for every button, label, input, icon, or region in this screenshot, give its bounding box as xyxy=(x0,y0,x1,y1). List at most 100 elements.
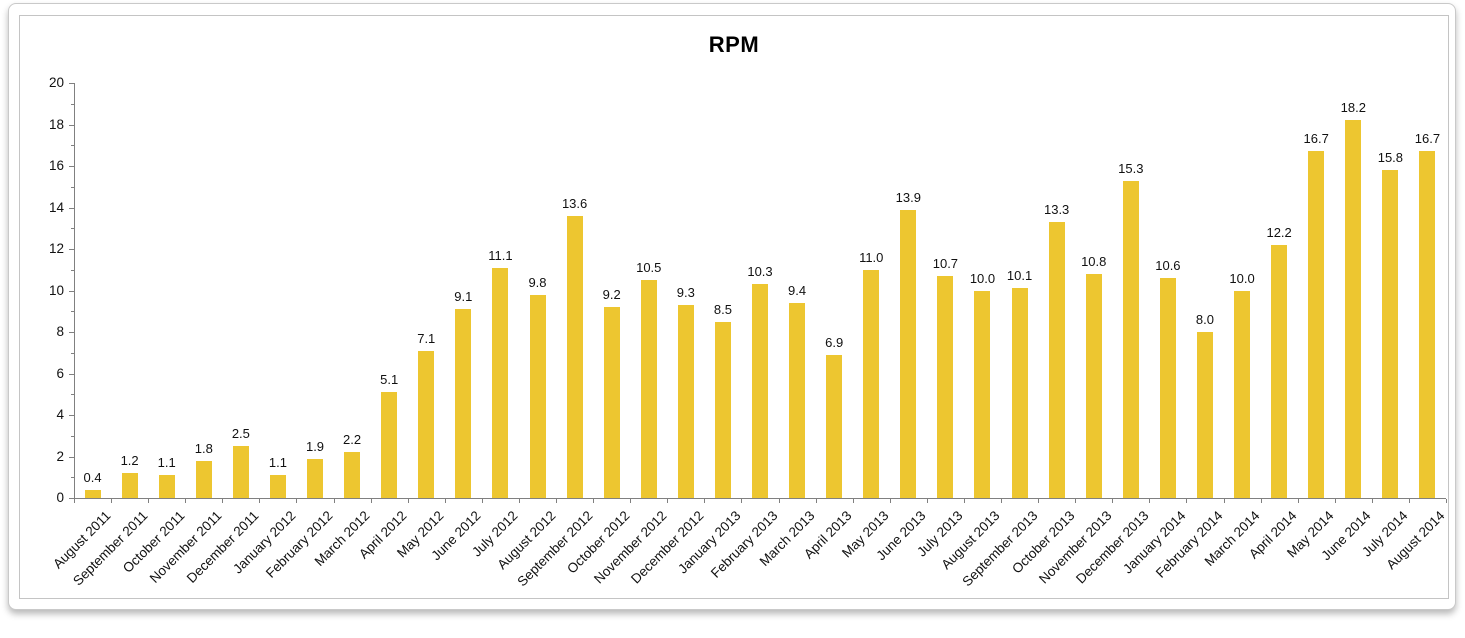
y-tick xyxy=(69,207,74,209)
bar xyxy=(1234,290,1251,498)
bar-value-label: 12.2 xyxy=(1266,224,1292,240)
x-tick xyxy=(1112,499,1114,503)
bar xyxy=(418,350,435,498)
bar xyxy=(566,215,583,498)
x-tick xyxy=(259,499,261,503)
y-tick xyxy=(71,394,74,396)
y-axis-label: 2 xyxy=(56,448,64,464)
bar-value-label: 10.3 xyxy=(747,264,773,280)
x-tick xyxy=(667,499,669,503)
bar-value-label: 1.8 xyxy=(194,440,213,456)
y-tick xyxy=(71,352,74,354)
bar-value-label: 9.3 xyxy=(676,285,695,301)
bar xyxy=(714,321,731,498)
bar-value-label: 15.3 xyxy=(1118,160,1144,176)
y-axis-label: 6 xyxy=(56,365,64,381)
bar xyxy=(529,294,546,498)
bar-value-label: 11.1 xyxy=(488,247,513,263)
bar xyxy=(1011,288,1028,498)
y-tick xyxy=(69,124,74,126)
bar xyxy=(195,460,212,498)
bar-value-label: 9.1 xyxy=(454,289,473,305)
y-axis-label: 14 xyxy=(48,199,64,215)
x-tick xyxy=(741,499,743,503)
x-tick xyxy=(630,499,632,503)
chart-card: RPM 0 2 4 6 8 10 12 14 16 18 20 0.4 August 2011 1.2 Se… xyxy=(8,3,1456,610)
bar xyxy=(84,489,101,498)
bar-value-label: 10.6 xyxy=(1155,258,1181,274)
bar xyxy=(1196,332,1213,498)
bar xyxy=(1085,273,1102,498)
bar xyxy=(381,392,398,498)
x-tick xyxy=(1408,499,1410,503)
bar-value-label: 18.2 xyxy=(1340,100,1366,116)
y-tick xyxy=(69,249,74,250)
x-tick xyxy=(518,499,520,503)
y-tick xyxy=(69,456,74,458)
x-tick xyxy=(963,499,965,503)
x-tick xyxy=(74,499,75,503)
bar xyxy=(1308,151,1325,498)
bar xyxy=(1271,244,1288,498)
x-tick xyxy=(593,499,595,503)
x-tick xyxy=(1038,499,1040,503)
bar-value-label: 1.2 xyxy=(120,453,139,469)
bar xyxy=(677,305,694,498)
x-tick xyxy=(1075,499,1077,503)
x-tick xyxy=(148,499,150,503)
bar-value-label: 15.8 xyxy=(1377,150,1404,166)
x-tick xyxy=(889,499,891,503)
x-tick xyxy=(1149,499,1151,503)
bar-value-label: 2.5 xyxy=(231,426,250,442)
bar xyxy=(1048,222,1065,498)
bar xyxy=(900,209,917,498)
y-axis-label: 16 xyxy=(48,158,64,173)
x-tick xyxy=(481,499,483,503)
x-tick xyxy=(407,499,409,503)
x-tick xyxy=(111,499,113,503)
bar-value-label: 13.3 xyxy=(1043,202,1070,218)
bar xyxy=(974,290,991,498)
x-tick xyxy=(1223,499,1225,503)
bar-value-label: 11.0 xyxy=(859,249,884,265)
bar-value-label: 8.0 xyxy=(1195,312,1214,327)
bar-value-label: 16.7 xyxy=(1414,131,1441,147)
y-tick xyxy=(69,166,74,167)
bar xyxy=(789,302,806,498)
y-axis-label: 4 xyxy=(56,407,64,422)
x-tick xyxy=(926,499,928,503)
x-tick xyxy=(444,499,446,503)
y-axis-label: 10 xyxy=(48,282,64,298)
x-tick xyxy=(1371,499,1373,503)
bar xyxy=(158,475,175,498)
bar-value-label: 10.7 xyxy=(932,255,959,271)
bar-value-label: 13.9 xyxy=(895,189,921,205)
x-tick xyxy=(778,499,780,503)
y-tick xyxy=(69,332,74,333)
bar-value-label: 1.1 xyxy=(268,455,287,471)
y-tick xyxy=(71,186,74,188)
y-tick xyxy=(71,145,74,147)
y-axis-label: 18 xyxy=(48,116,64,132)
bar-value-label: 10.8 xyxy=(1081,253,1107,269)
y-tick xyxy=(71,311,74,313)
bar-value-label: 1.1 xyxy=(157,455,176,471)
y-tick xyxy=(69,83,74,84)
bar-value-label: 7.1 xyxy=(417,330,436,346)
bar xyxy=(232,446,249,498)
bar-value-label: 16.7 xyxy=(1303,131,1329,147)
y-tick xyxy=(71,269,74,271)
x-tick xyxy=(852,499,854,503)
bar-value-label: 6.9 xyxy=(825,334,844,350)
bar-value-label: 10.5 xyxy=(636,260,662,276)
x-tick xyxy=(1334,499,1336,503)
bar-value-label: 0.4 xyxy=(83,469,102,485)
bar-value-label: 10.0 xyxy=(969,270,996,286)
x-axis-line xyxy=(74,498,1446,499)
bar xyxy=(863,269,880,498)
x-tick xyxy=(296,499,298,503)
bar xyxy=(269,475,286,498)
bar-value-label: 10.0 xyxy=(1229,270,1255,286)
x-tick xyxy=(1186,499,1188,503)
